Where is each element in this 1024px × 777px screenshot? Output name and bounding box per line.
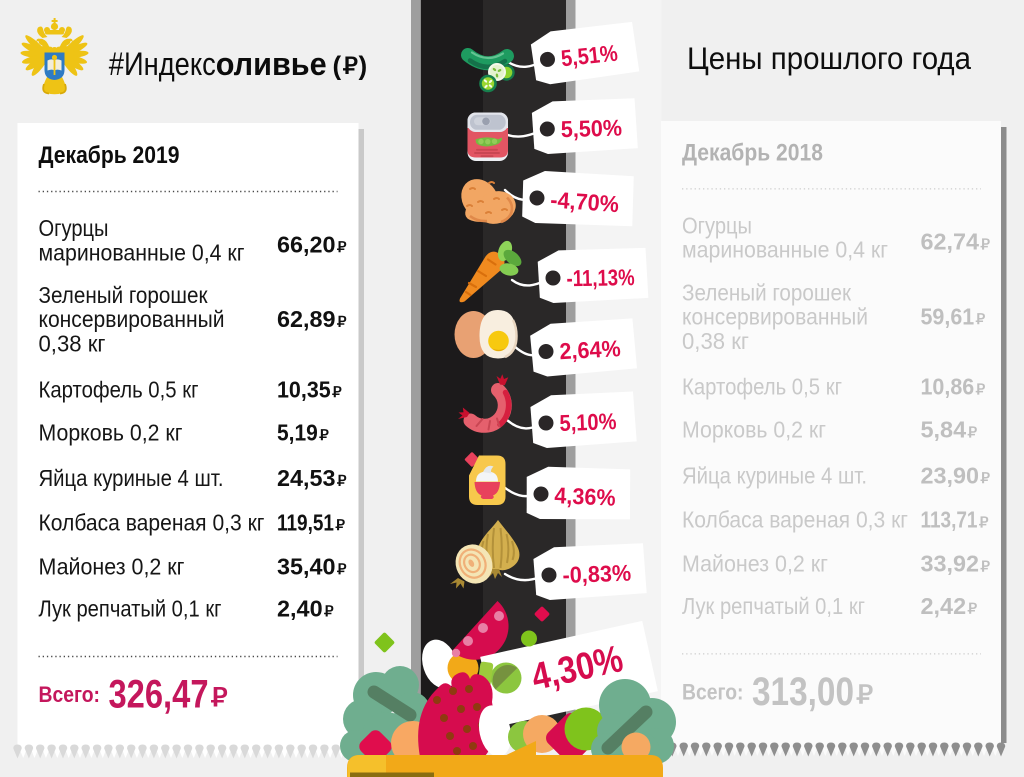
svg-text:Зеленый горошек: Зеленый горошек <box>682 279 852 305</box>
svg-text:(: ( <box>333 51 342 81</box>
svg-text:Яйца куриные 4 шт.: Яйца куриные 4 шт. <box>39 465 224 491</box>
svg-text:Лук репчатый 0,1 кг: Лук репчатый 0,1 кг <box>39 596 222 622</box>
svg-text:5,10%: 5,10% <box>559 408 617 436</box>
svg-text:35,40: 35,40 <box>277 553 336 579</box>
svg-text:10,86: 10,86 <box>921 374 975 400</box>
svg-text:Морковь 0,2 кг: Морковь 0,2 кг <box>682 417 826 443</box>
svg-text:): ) <box>359 51 368 81</box>
svg-text:оливье: оливье <box>216 46 327 82</box>
svg-text:-4,70%: -4,70% <box>550 186 620 217</box>
svg-text:2,42: 2,42 <box>921 593 967 619</box>
svg-text:маринованные 0,4 кг: маринованные 0,4 кг <box>39 239 245 265</box>
svg-text:313,00: 313,00 <box>752 670 854 714</box>
svg-text:Майонез 0,2 кг: Майонез 0,2 кг <box>39 553 185 579</box>
svg-text:66,20: 66,20 <box>277 231 336 257</box>
svg-text:Колбаса вареная 0,3 кг: Колбаса вареная 0,3 кг <box>39 509 265 535</box>
svg-text:#Индекс: #Индекс <box>109 46 216 82</box>
svg-text:Всего:: Всего: <box>39 682 101 707</box>
svg-text:Зеленый горошек: Зеленый горошек <box>39 282 209 308</box>
svg-text:-0,83%: -0,83% <box>562 560 632 588</box>
svg-text:62,74: 62,74 <box>921 229 980 255</box>
svg-text:4,36%: 4,36% <box>554 482 616 511</box>
svg-text:2,40: 2,40 <box>277 596 323 622</box>
svg-text:Всего:: Всего: <box>682 679 744 704</box>
svg-text:консервированный: консервированный <box>682 304 868 330</box>
svg-text:5,50%: 5,50% <box>560 115 622 143</box>
svg-text:Картофель 0,5 кг: Картофель 0,5 кг <box>39 376 199 402</box>
svg-text:326,47: 326,47 <box>109 673 209 717</box>
svg-text:Декабрь 2019: Декабрь 2019 <box>39 142 180 169</box>
svg-text:23,90: 23,90 <box>921 462 980 488</box>
svg-text:2,64%: 2,64% <box>559 335 621 364</box>
svg-text:Морковь 0,2 кг: Морковь 0,2 кг <box>39 419 183 445</box>
svg-text:5,84: 5,84 <box>921 417 967 443</box>
svg-text:113,71: 113,71 <box>921 507 978 533</box>
svg-text:59,61: 59,61 <box>921 303 975 329</box>
svg-text:33,92: 33,92 <box>921 551 980 577</box>
svg-text:62,89: 62,89 <box>277 306 336 332</box>
svg-text:10,35: 10,35 <box>277 376 331 402</box>
svg-text:5,19: 5,19 <box>277 419 318 445</box>
svg-text:Огурцы: Огурцы <box>39 215 109 241</box>
svg-text:Колбаса вареная 0,3 кг: Колбаса вареная 0,3 кг <box>682 507 908 533</box>
svg-text:Лук репчатый 0,1 кг: Лук репчатый 0,1 кг <box>682 593 865 619</box>
svg-text:Яйца куриные 4 шт.: Яйца куриные 4 шт. <box>682 462 867 488</box>
svg-text:5,51%: 5,51% <box>560 40 619 72</box>
svg-text:24,53: 24,53 <box>277 465 336 491</box>
svg-text:Декабрь 2018: Декабрь 2018 <box>682 139 823 166</box>
svg-text:Цены прошлого года: Цены прошлого года <box>687 40 971 76</box>
svg-text:Огурцы: Огурцы <box>682 212 752 238</box>
svg-text:Майонез 0,2 кг: Майонез 0,2 кг <box>682 551 828 577</box>
svg-text:-11,13%: -11,13% <box>566 264 635 291</box>
svg-text:0,38 кг: 0,38 кг <box>682 328 749 354</box>
svg-text:маринованные 0,4 кг: маринованные 0,4 кг <box>682 237 888 263</box>
svg-text:0,38 кг: 0,38 кг <box>39 331 106 357</box>
svg-text:Картофель 0,5 кг: Картофель 0,5 кг <box>682 374 842 400</box>
svg-text:консервированный: консервированный <box>39 306 225 332</box>
svg-text:119,51: 119,51 <box>277 509 334 535</box>
